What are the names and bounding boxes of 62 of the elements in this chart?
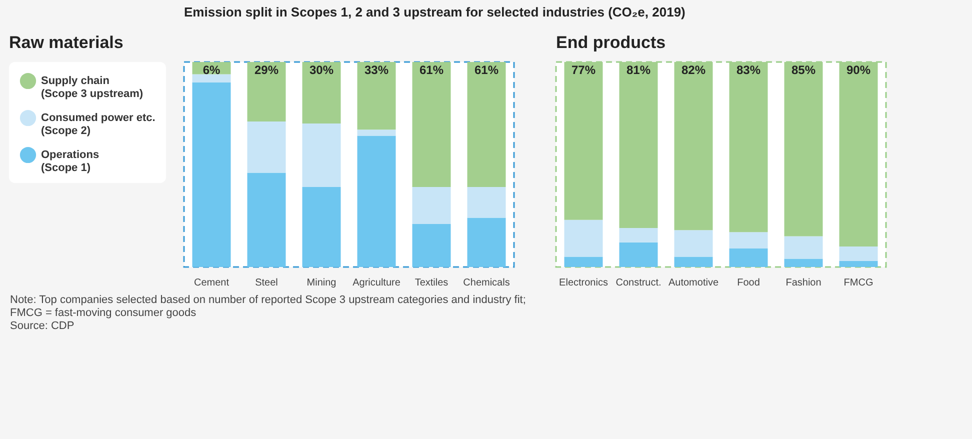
bar — [302, 187, 341, 267]
legend-label: Operations (Scope 1) — [41, 149, 100, 174]
bar — [674, 230, 713, 257]
bar — [247, 172, 286, 267]
data-label: 85% — [791, 63, 816, 77]
x-tick-label: Automotive — [668, 278, 719, 288]
bar — [839, 246, 878, 261]
bar — [412, 187, 451, 224]
bar — [784, 236, 823, 259]
data-label: 90% — [846, 63, 871, 77]
bar — [674, 256, 713, 267]
x-tick-label: Electronics — [559, 278, 608, 288]
legend-label: Consumed power etc. (Scope 2) — [41, 112, 156, 137]
legend-label: Supply chain (Scope 3 upstream) — [41, 75, 144, 100]
x-tick-label: Food — [737, 278, 760, 288]
x-tick-label: FMCG — [844, 278, 874, 288]
x-tick-label: Steel — [255, 278, 278, 288]
bar — [729, 232, 768, 249]
data-label: 82% — [681, 63, 706, 77]
bar — [247, 62, 286, 122]
x-tick-label: Cement — [194, 278, 230, 288]
text: FMCG = fast-moving consumer goods — [10, 307, 198, 320]
data-label: 30% — [309, 63, 334, 77]
data-label: 6% — [202, 63, 220, 77]
bar — [302, 124, 341, 188]
data-label: 33% — [364, 63, 389, 77]
text: Note: Top companies selected based on number of reported Scope 3 upstream categories and industry fit; — [10, 294, 527, 307]
bar — [839, 260, 878, 267]
bar — [564, 220, 603, 257]
data-label: 81% — [626, 63, 651, 77]
x-tick-label: Construct. — [616, 278, 662, 288]
bar — [729, 248, 768, 267]
data-label: 61% — [419, 63, 444, 77]
bar — [784, 258, 823, 267]
chart-subtitle: Raw materials — [9, 33, 124, 52]
bar — [619, 242, 658, 267]
bar — [357, 136, 396, 267]
bar — [412, 62, 451, 188]
bar — [467, 218, 506, 267]
bar — [192, 82, 231, 267]
chart-subtitle: End products — [556, 33, 666, 52]
source-note: Source: CDP — [10, 320, 76, 333]
bar — [357, 62, 396, 130]
x-tick-label: Chemicals — [463, 278, 510, 288]
x-tick-label: Textiles — [414, 278, 448, 288]
data-label: 29% — [254, 63, 279, 77]
bar — [192, 74, 231, 82]
bar — [619, 228, 658, 242]
bar — [357, 130, 396, 136]
chart-title: Emission split in Scopes 1, 2 and 3 upstream for selected industries (CO₂e, 2019) — [184, 4, 686, 20]
data-label: 61% — [474, 63, 499, 77]
x-tick-label: Agriculture — [352, 278, 401, 288]
bar — [467, 62, 506, 188]
x-tick-label: Mining — [306, 278, 336, 288]
bar — [564, 256, 603, 267]
data-label: 77% — [571, 63, 596, 77]
data-label: 83% — [736, 63, 761, 77]
x-tick-label: Fashion — [786, 278, 822, 288]
bar — [247, 121, 286, 173]
bar — [467, 187, 506, 218]
bar — [302, 62, 341, 124]
bar — [412, 224, 451, 267]
